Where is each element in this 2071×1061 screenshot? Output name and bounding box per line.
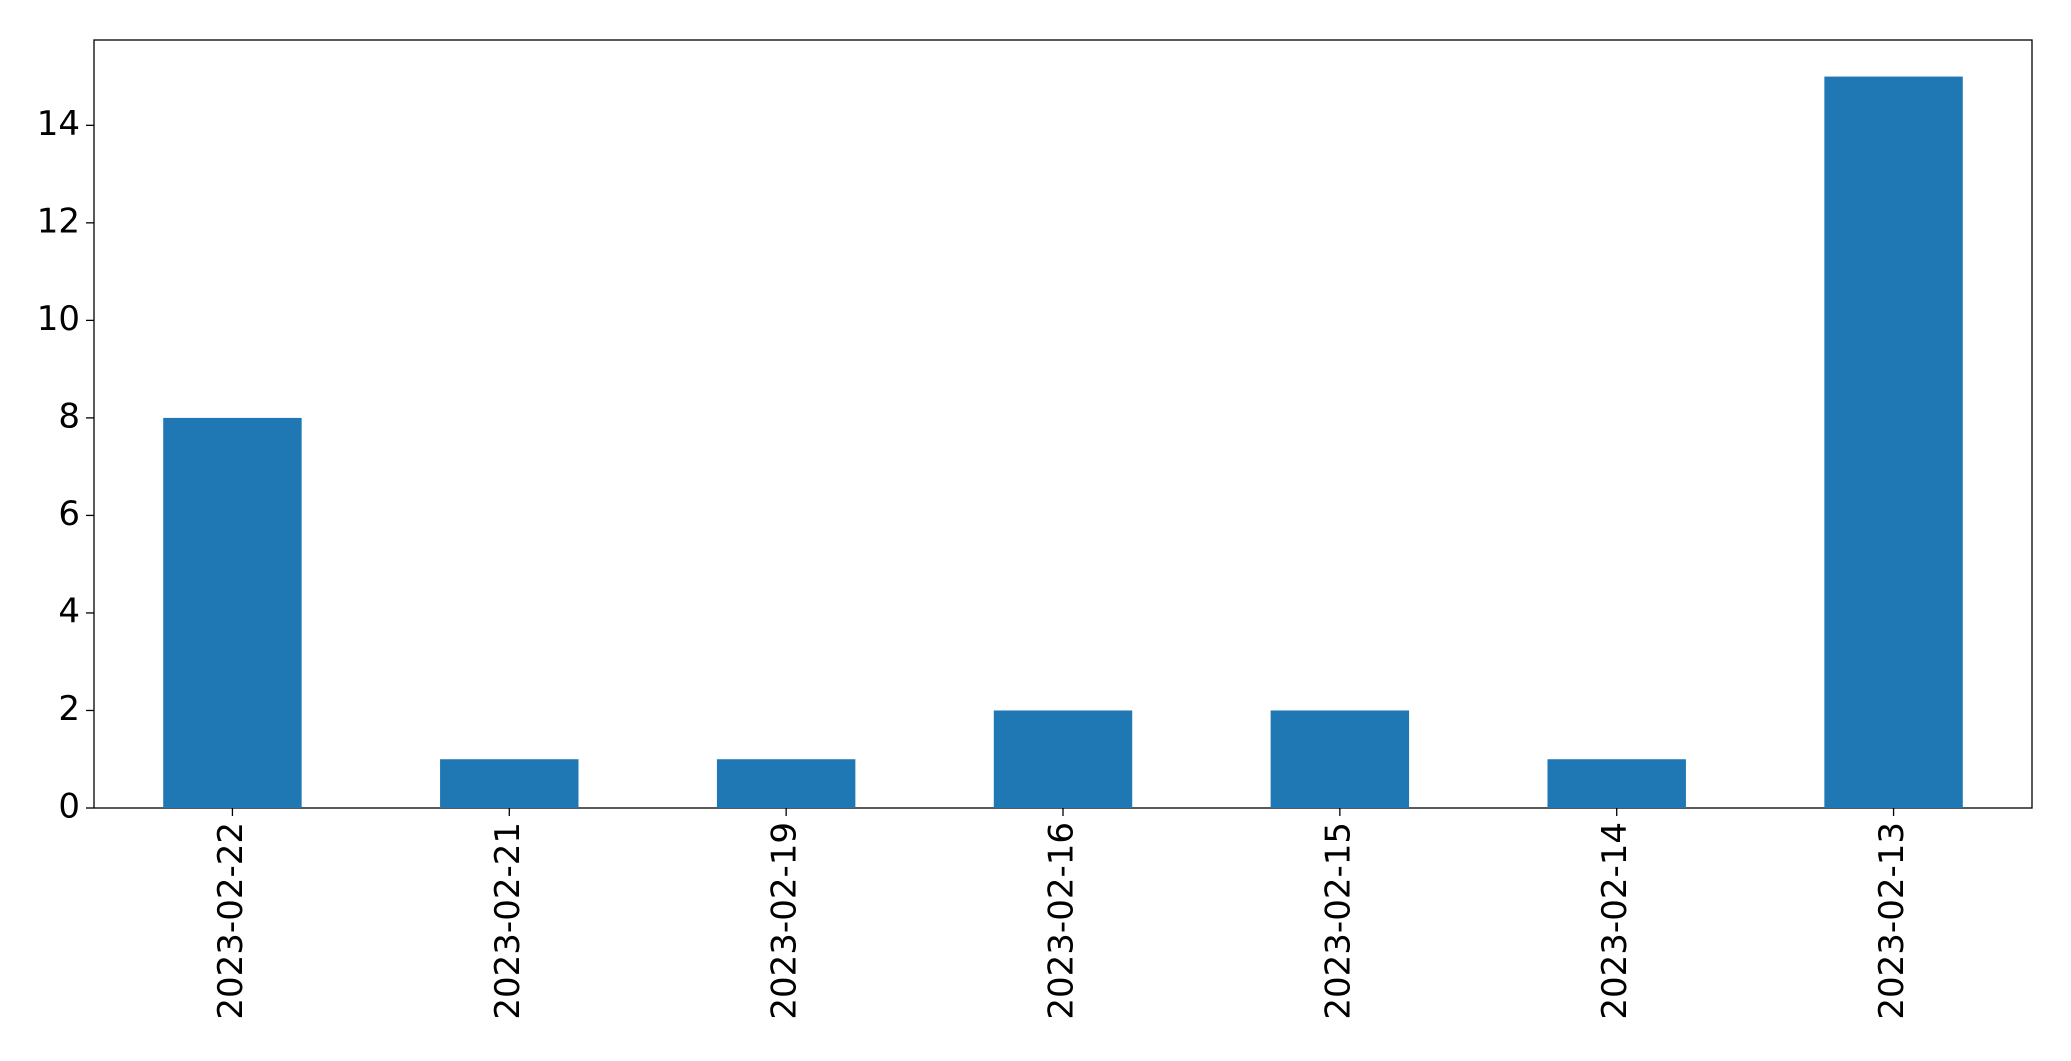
bar — [163, 417, 302, 808]
y-tick-label: 2 — [58, 689, 80, 729]
y-tick-label: 8 — [58, 396, 80, 436]
x-tick-label: 2023-02-19 — [765, 822, 805, 1020]
x-tick-label: 2023-02-16 — [1042, 822, 1082, 1020]
x-tick-label: 2023-02-15 — [1318, 822, 1358, 1020]
y-tick-label: 10 — [37, 299, 80, 339]
y-tick-label: 12 — [37, 201, 80, 241]
plot-frame — [93, 39, 2033, 809]
x-tick-label: 2023-02-22 — [211, 822, 251, 1020]
y-tick-label: 0 — [58, 787, 80, 827]
bar — [1270, 710, 1410, 808]
x-tick-label: 2023-02-14 — [1595, 822, 1635, 1020]
y-tick-label: 4 — [58, 591, 80, 631]
bar — [716, 759, 856, 808]
bar — [440, 759, 579, 808]
bar — [993, 710, 1133, 808]
bar — [1824, 76, 1963, 809]
y-tick-label: 6 — [58, 494, 80, 534]
x-tick-label: 2023-02-21 — [488, 822, 528, 1020]
y-tick-label: 14 — [37, 104, 80, 144]
bar — [1547, 759, 1686, 808]
x-tick-label: 2023-02-13 — [1872, 822, 1912, 1020]
